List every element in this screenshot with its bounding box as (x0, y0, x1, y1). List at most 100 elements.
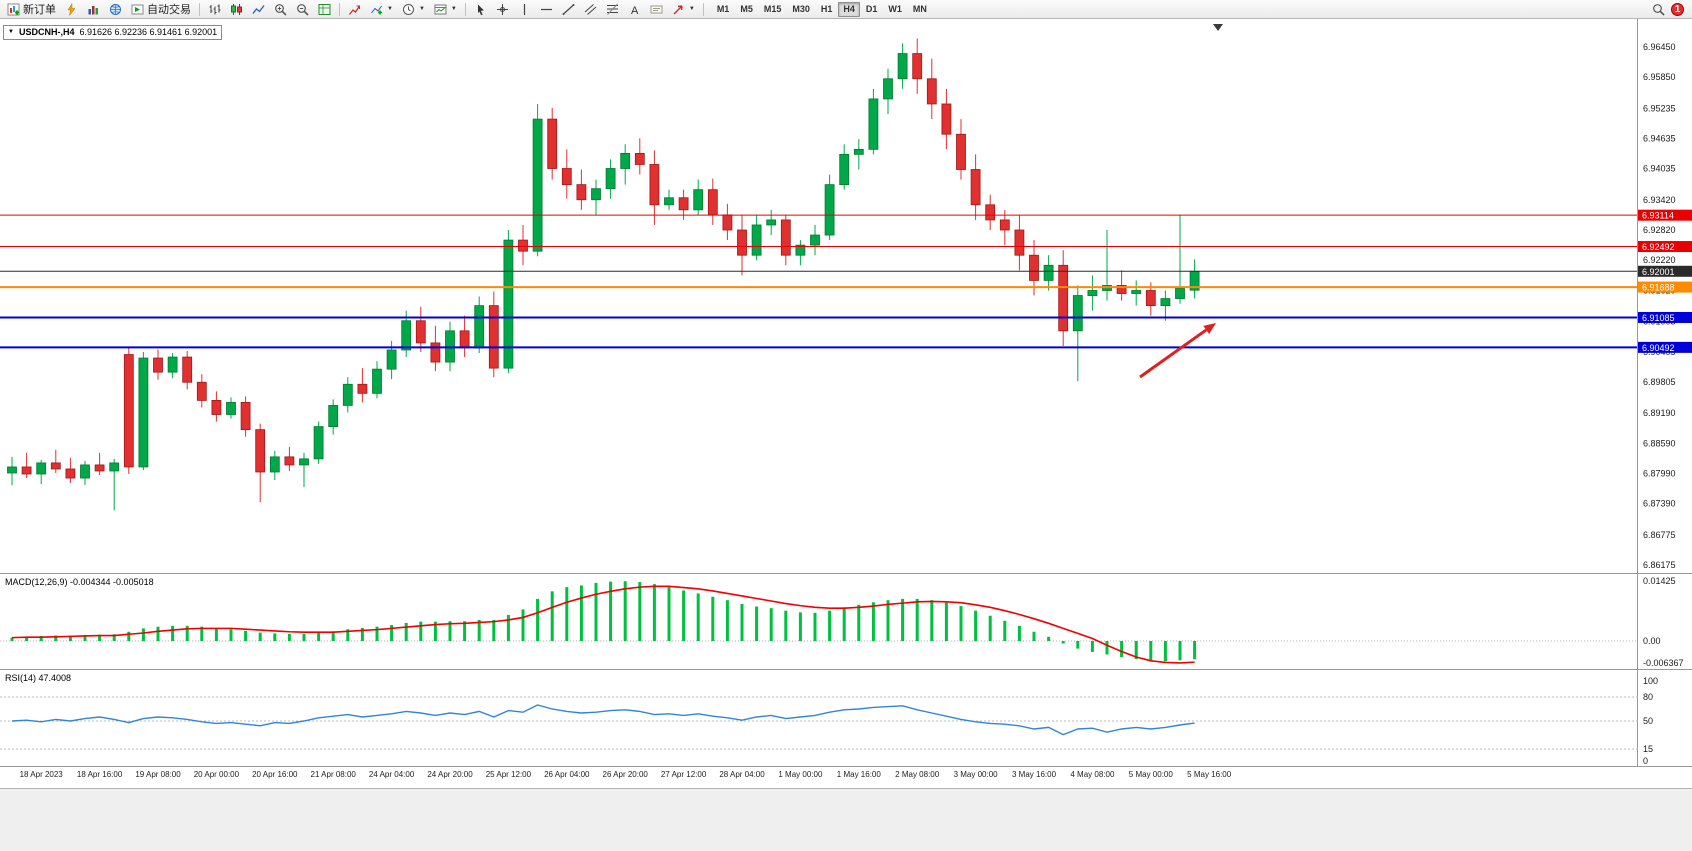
tab-timeframe-w1[interactable]: W1 (888, 4, 902, 14)
time-label: 19 Apr 08:00 (135, 770, 181, 779)
window-bottom-area (0, 788, 1692, 851)
auto-trading-button[interactable]: 自动交易 (127, 1, 195, 18)
time-label: 3 May 00:00 (954, 770, 999, 779)
horizontal-line-tool-button[interactable] (536, 1, 557, 18)
chart-area[interactable]: 6.96450 6.95850 6.95235 6.94635 6.94035 6.934… (0, 19, 1692, 788)
new-order-button[interactable]: 新订单 (3, 1, 60, 18)
price-badge-6.92001: 6.92001 (1638, 265, 1692, 277)
time-label: 18 Apr 2023 (20, 770, 64, 779)
svg-text:6.91085: 6.91085 (1642, 313, 1675, 323)
search-icon[interactable] (1652, 3, 1665, 16)
rsi-tick: 15 (1643, 744, 1653, 754)
rsi-tick: 100 (1643, 676, 1658, 686)
globe-icon (110, 3, 121, 15)
trendline-tool-button[interactable] (558, 1, 579, 18)
templates-button[interactable]: ▼ (430, 1, 461, 18)
rsi-tick: 50 (1643, 716, 1653, 726)
navigator-button[interactable] (105, 1, 126, 18)
chevron-down-icon[interactable]: ▼ (387, 6, 393, 12)
crosshair-tool-button[interactable] (492, 1, 513, 18)
tab-timeframe-m15[interactable]: M15 (763, 4, 782, 14)
time-axis[interactable]: 18 Apr 2023 18 Apr 16:00 19 Apr 08:00 20 Ap… (20, 770, 1232, 779)
arrows-tool-button[interactable]: ▼ (668, 1, 699, 18)
channel-icon (584, 3, 597, 15)
text-tool-button[interactable]: A (624, 1, 645, 18)
macd-histogram (10, 581, 1197, 662)
price-tick: 6.93420 (1643, 195, 1676, 205)
collapse-icon[interactable]: ▼ (8, 29, 14, 35)
horizontal-line-icon (540, 8, 552, 10)
price-badge-6.93114: 6.93114 (1638, 209, 1692, 221)
time-label: 2 May 08:00 (895, 770, 940, 779)
periods-button[interactable]: ▼ (398, 1, 429, 18)
time-label: 25 Apr 12:00 (486, 770, 532, 779)
time-label: 4 May 08:00 (1070, 770, 1115, 779)
chevron-down-icon[interactable]: ▼ (688, 6, 695, 12)
tab-timeframe-m1[interactable]: M1 (716, 4, 730, 14)
text-icon: A (631, 5, 639, 16)
lightning-button[interactable] (61, 1, 82, 18)
time-label: 1 May 00:00 (778, 770, 823, 779)
fibonacci-tool-button[interactable] (602, 1, 623, 18)
tab-timeframe-m30[interactable]: M30 (792, 4, 810, 14)
candlestick-mode-button[interactable] (226, 1, 247, 18)
indicators-button[interactable] (344, 1, 365, 18)
price-badge-6.91688: 6.91688 (1638, 281, 1692, 293)
notification-badge[interactable]: 1 (1671, 2, 1684, 16)
line-chart-mode-button[interactable] (248, 1, 269, 18)
zoom-out-button[interactable] (292, 1, 313, 18)
chevron-down-icon[interactable]: ▼ (450, 6, 457, 12)
time-label: 24 Apr 04:00 (369, 770, 415, 779)
toolbar-right: 1 (1652, 2, 1689, 16)
trend-arrow-annotation[interactable] (1139, 328, 1208, 379)
arrow-tool-icon (673, 4, 683, 14)
price-tick: 6.87390 (1643, 499, 1676, 509)
svg-text:A: A (631, 5, 639, 16)
time-label: 3 May 16:00 (1012, 770, 1057, 779)
time-label: 20 Apr 00:00 (194, 770, 240, 779)
time-label: 5 May 16:00 (1187, 770, 1232, 779)
price-tick: 6.92820 (1643, 225, 1676, 235)
lightning-icon (67, 2, 76, 16)
text-label-icon (650, 5, 663, 13)
price-tick: 6.96450 (1643, 42, 1676, 52)
macd-tick: -0.006367 (1643, 658, 1684, 668)
bar-chart-mode-button[interactable] (204, 1, 225, 18)
ohlc-values: 6.91626 6.92236 6.91461 6.92001 (79, 27, 218, 37)
line-chart-icon (252, 4, 265, 14)
price-tick: 6.95850 (1643, 72, 1676, 82)
macd-signal-line (11, 585, 1195, 664)
auto-trading-label: 自动交易 (147, 4, 191, 16)
price-tick: 6.92220 (1643, 255, 1676, 265)
svg-text:6.91688: 6.91688 (1642, 283, 1675, 293)
cursor-tool-button[interactable] (470, 1, 491, 18)
chart-canvas[interactable]: 6.96450 6.95850 6.95235 6.94635 6.94035 6.934… (0, 19, 1692, 788)
price-tick: 6.95235 (1643, 103, 1676, 113)
tab-timeframe-h4[interactable]: H4 (838, 1, 860, 17)
tile-windows-button[interactable] (314, 1, 335, 18)
price-tick: 6.94035 (1643, 164, 1676, 174)
zoom-in-button[interactable] (270, 1, 291, 18)
time-label: 1 May 16:00 (837, 770, 882, 779)
chart-shift-marker[interactable] (1213, 24, 1223, 31)
crosshair-icon (496, 3, 508, 15)
price-tick: 6.94635 (1643, 134, 1676, 144)
price-tick: 6.86775 (1643, 530, 1676, 540)
market-watch-button[interactable] (83, 1, 104, 18)
indicators-icon (348, 5, 361, 15)
macd-tick: 0.01425 (1643, 576, 1676, 586)
tab-timeframe-m5[interactable]: M5 (740, 4, 753, 14)
tab-timeframe-d1[interactable]: D1 (865, 4, 878, 14)
channel-tool-button[interactable] (580, 1, 601, 18)
rsi-tick: 80 (1643, 692, 1653, 702)
add-indicator-button[interactable]: ▼ (366, 1, 397, 18)
trend-arrow-head (1203, 323, 1216, 335)
text-label-tool-button[interactable] (646, 1, 667, 18)
chevron-down-icon[interactable]: ▼ (418, 6, 425, 12)
time-label: 27 Apr 12:00 (661, 770, 707, 779)
new-order-label: 新订单 (23, 4, 56, 16)
tab-timeframe-mn[interactable]: MN (912, 4, 927, 14)
tab-timeframe-h1[interactable]: H1 (820, 4, 833, 14)
vertical-line-tool-button[interactable] (514, 1, 535, 18)
rsi-indicator-label: RSI(14) 47.4008 (5, 673, 72, 683)
